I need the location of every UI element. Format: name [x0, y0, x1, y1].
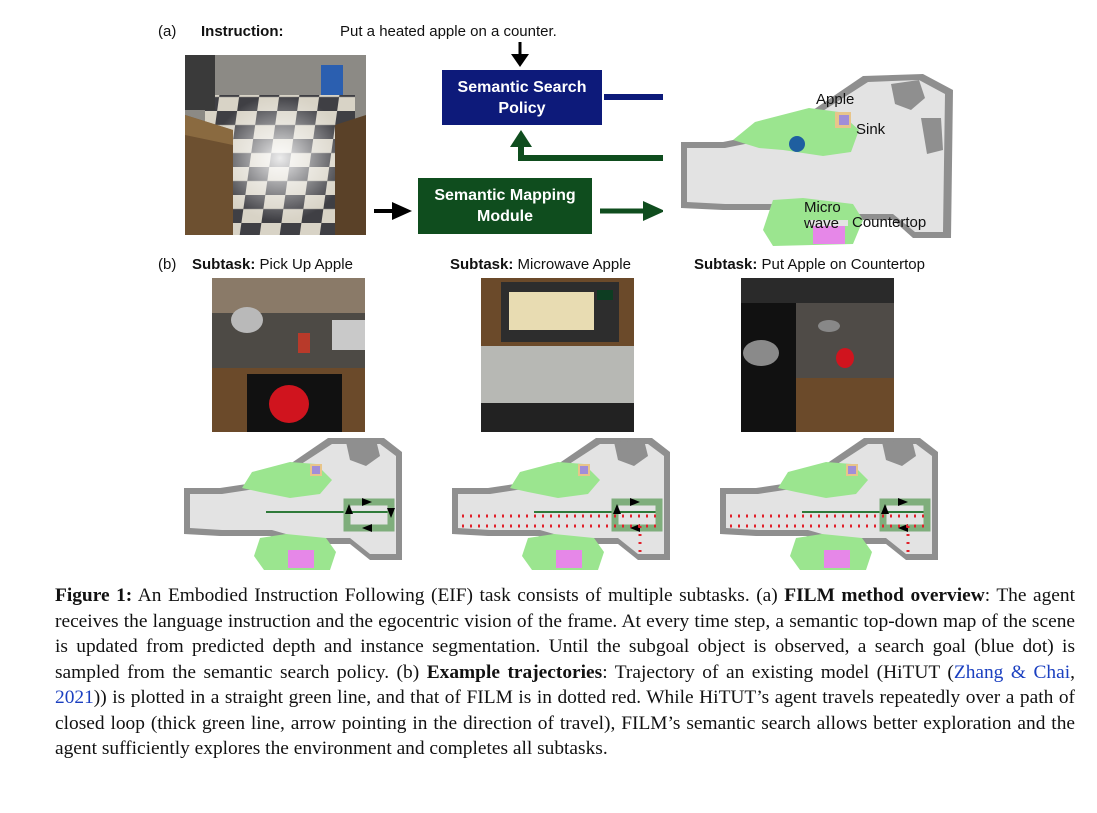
semantic-mapping-module-box: Semantic Mapping Module — [418, 178, 592, 234]
scene-microwave-apple — [481, 278, 634, 432]
caption-text-4: )) is plotted in a straight green line, … — [55, 687, 1075, 759]
instruction-text: Put a heated apple on a counter. — [340, 23, 557, 40]
subtask-2-label: Subtask: — [450, 256, 514, 273]
subtask-1: Subtask: Pick Up Apple — [192, 256, 353, 273]
caption-bold-2: Example trajectories — [426, 661, 603, 683]
semantic-search-policy-box: Semantic Search Policy — [442, 70, 602, 125]
egocentric-frame — [185, 55, 366, 235]
subtask-3-label: Subtask: — [694, 256, 758, 273]
caption-text-2: : The agent receives the language instru… — [55, 585, 1075, 683]
scene-pick-up-apple — [212, 278, 365, 432]
citation-year-link[interactable]: 2021 — [55, 687, 94, 708]
figure-caption: Figure 1: An Embodied Instruction Follow… — [55, 583, 1075, 762]
map-label-countertop: Countertop — [852, 214, 927, 231]
citation-separator: , — [1070, 661, 1075, 683]
subtask-3-text: Put Apple on Countertop — [761, 256, 925, 273]
citation-author-link[interactable]: Zhang & Chai — [953, 661, 1071, 683]
subtask-1-text: Pick Up Apple — [259, 256, 353, 273]
trajectory-map-2 — [448, 432, 673, 572]
semantic-mapping-module-label: Semantic Mapping Module — [434, 187, 576, 225]
panel-a-tag: (a) — [158, 23, 177, 40]
caption-text-1: An Embodied Instruction Following (EIF) … — [132, 585, 785, 606]
semantic-map-a — [663, 70, 963, 248]
caption-bold-1: FILM method overview — [784, 585, 985, 606]
subtask-1-label: Subtask: — [192, 256, 256, 273]
caption-text-3: : Trajectory of an existing model (HiTUT… — [602, 661, 954, 683]
instruction-label: Instruction: — [201, 23, 284, 40]
subtask-3: Subtask: Put Apple on Countertop — [694, 256, 925, 273]
map-label-sink: Sink — [856, 121, 886, 138]
down-arrow-icon — [511, 42, 529, 67]
semantic-search-policy-label: Semantic Search Policy — [457, 78, 587, 117]
trajectory-map-3 — [716, 432, 941, 572]
panel-b-tag: (b) — [158, 256, 177, 273]
map-label-microwave-2: wave — [804, 215, 840, 232]
subtask-2-text: Microwave Apple — [517, 256, 631, 273]
trajectory-map-1 — [180, 432, 405, 572]
subtask-2: Subtask: Microwave Apple — [450, 256, 631, 273]
scene-put-apple-countertop — [741, 278, 894, 432]
search-goal-dot-icon — [789, 136, 805, 152]
caption-figure-label: Figure 1: — [55, 585, 133, 606]
map-label-microwave-1: Micro — [804, 199, 841, 216]
map-label-apple: Apple — [816, 91, 855, 108]
